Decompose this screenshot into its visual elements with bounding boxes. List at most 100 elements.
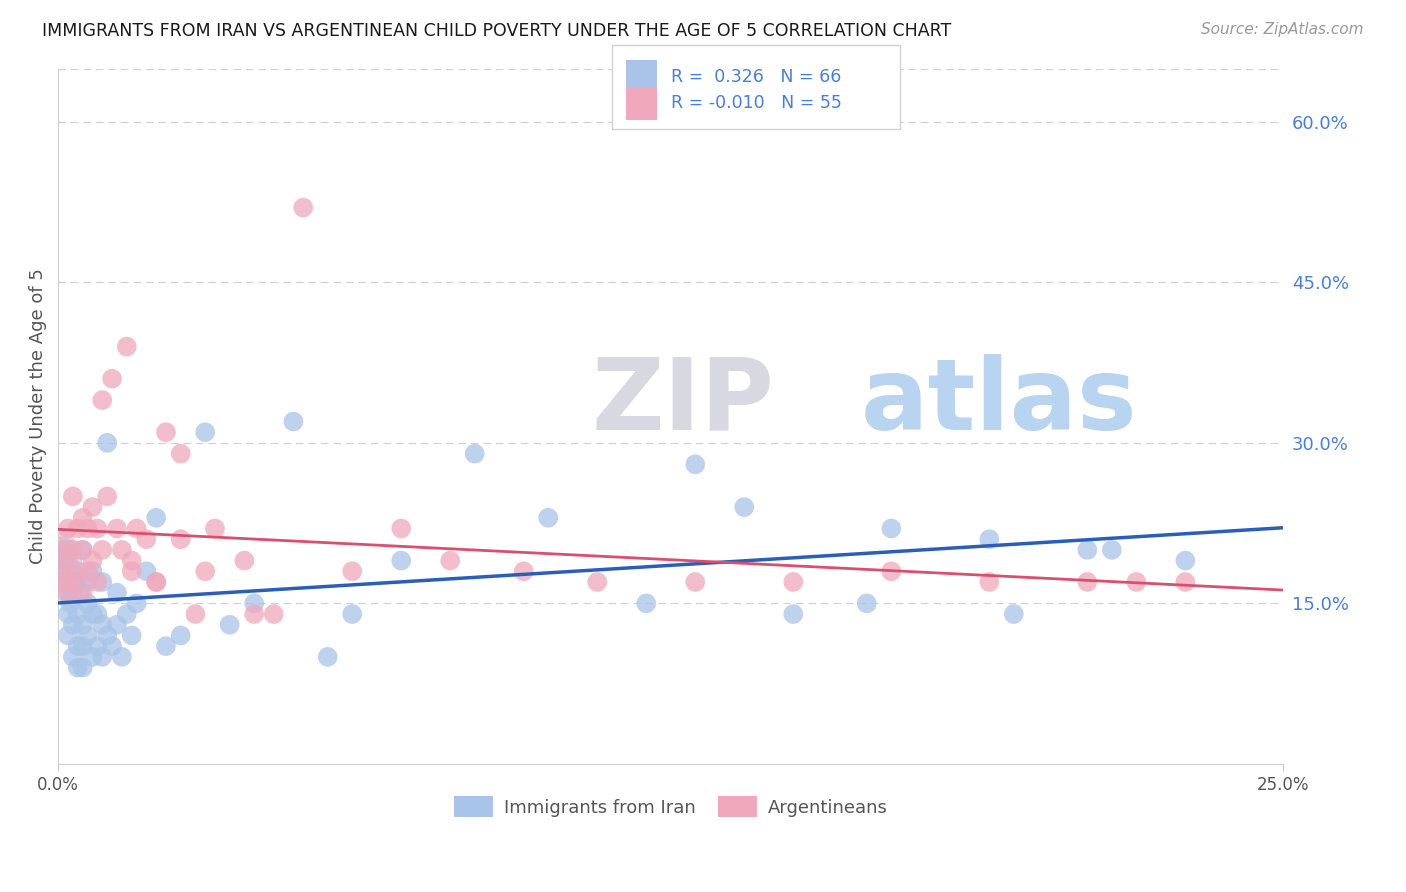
Point: [1125, 574, 1147, 589]
Point: [55, 585, 77, 599]
Point: [733, 500, 755, 514]
Point: [170, 447, 193, 461]
Point: [155, 425, 177, 440]
Point: [62, 617, 84, 632]
Point: [782, 574, 804, 589]
Point: [233, 553, 256, 567]
Text: Source: ZipAtlas.com: Source: ZipAtlas.com: [1201, 22, 1364, 37]
Point: [342, 564, 364, 578]
Point: [880, 521, 903, 535]
Point: [292, 201, 315, 215]
Point: [880, 564, 903, 578]
Point: [979, 532, 1001, 546]
Point: [56, 585, 79, 599]
Point: [243, 607, 266, 621]
Point: [125, 521, 148, 535]
Point: [115, 340, 138, 354]
Point: [86, 639, 108, 653]
Point: [49, 564, 72, 578]
Point: [72, 639, 94, 653]
Point: [76, 564, 98, 578]
Point: [66, 521, 89, 535]
Point: [82, 649, 104, 664]
Point: [72, 542, 94, 557]
Point: [56, 542, 79, 557]
Point: [1101, 542, 1123, 557]
Point: [91, 393, 114, 408]
Point: [283, 415, 305, 429]
Point: [145, 510, 167, 524]
Point: [1174, 574, 1197, 589]
Point: [96, 490, 118, 504]
Point: [62, 490, 84, 504]
Point: [72, 542, 94, 557]
Point: [855, 596, 877, 610]
Point: [72, 617, 94, 632]
Point: [111, 542, 134, 557]
Point: [121, 628, 143, 642]
Point: [86, 607, 108, 621]
Point: [56, 553, 79, 567]
Point: [170, 532, 193, 546]
Point: [194, 564, 217, 578]
Point: [101, 639, 124, 653]
Point: [62, 542, 84, 557]
Point: [263, 607, 285, 621]
Point: [194, 425, 217, 440]
Point: [537, 510, 560, 524]
Point: [56, 521, 79, 535]
Point: [439, 553, 461, 567]
Legend: Immigrants from Iran, Argentineans: Immigrants from Iran, Argentineans: [446, 789, 896, 824]
Point: [62, 574, 84, 589]
Point: [105, 521, 128, 535]
Point: [46, 553, 69, 567]
Point: [66, 660, 89, 674]
Text: atlas: atlas: [860, 354, 1137, 450]
Point: [66, 574, 89, 589]
Point: [685, 574, 707, 589]
Point: [76, 574, 98, 589]
Point: [105, 585, 128, 599]
Text: R = -0.010   N = 55: R = -0.010 N = 55: [671, 95, 842, 112]
Point: [135, 532, 157, 546]
Point: [135, 564, 157, 578]
Point: [96, 628, 118, 642]
Point: [513, 564, 536, 578]
Point: [62, 585, 84, 599]
Point: [86, 574, 108, 589]
Point: [82, 553, 104, 567]
Point: [65, 574, 87, 589]
Point: [1076, 542, 1098, 557]
Point: [389, 521, 412, 535]
Text: ZIP: ZIP: [591, 354, 775, 450]
Text: IMMIGRANTS FROM IRAN VS ARGENTINEAN CHILD POVERTY UNDER THE AGE OF 5 CORRELATION: IMMIGRANTS FROM IRAN VS ARGENTINEAN CHIL…: [42, 22, 952, 40]
Point: [316, 649, 339, 664]
Point: [115, 607, 138, 621]
Y-axis label: Child Poverty Under the Age of 5: Child Poverty Under the Age of 5: [30, 268, 46, 564]
Point: [49, 564, 72, 578]
Point: [111, 649, 134, 664]
Point: [121, 564, 143, 578]
Point: [76, 521, 98, 535]
Point: [105, 617, 128, 632]
Point: [72, 585, 94, 599]
Point: [342, 607, 364, 621]
Point: [82, 607, 104, 621]
Point: [52, 574, 75, 589]
Point: [52, 553, 75, 567]
Point: [66, 607, 89, 621]
Point: [145, 574, 167, 589]
Point: [782, 607, 804, 621]
Point: [56, 607, 79, 621]
Point: [464, 447, 486, 461]
Point: [52, 574, 75, 589]
Point: [218, 617, 240, 632]
Point: [82, 564, 104, 578]
Point: [145, 574, 167, 589]
Point: [586, 574, 609, 589]
Point: [82, 500, 104, 514]
Point: [46, 542, 69, 557]
Point: [636, 596, 658, 610]
Point: [66, 564, 89, 578]
Point: [121, 553, 143, 567]
